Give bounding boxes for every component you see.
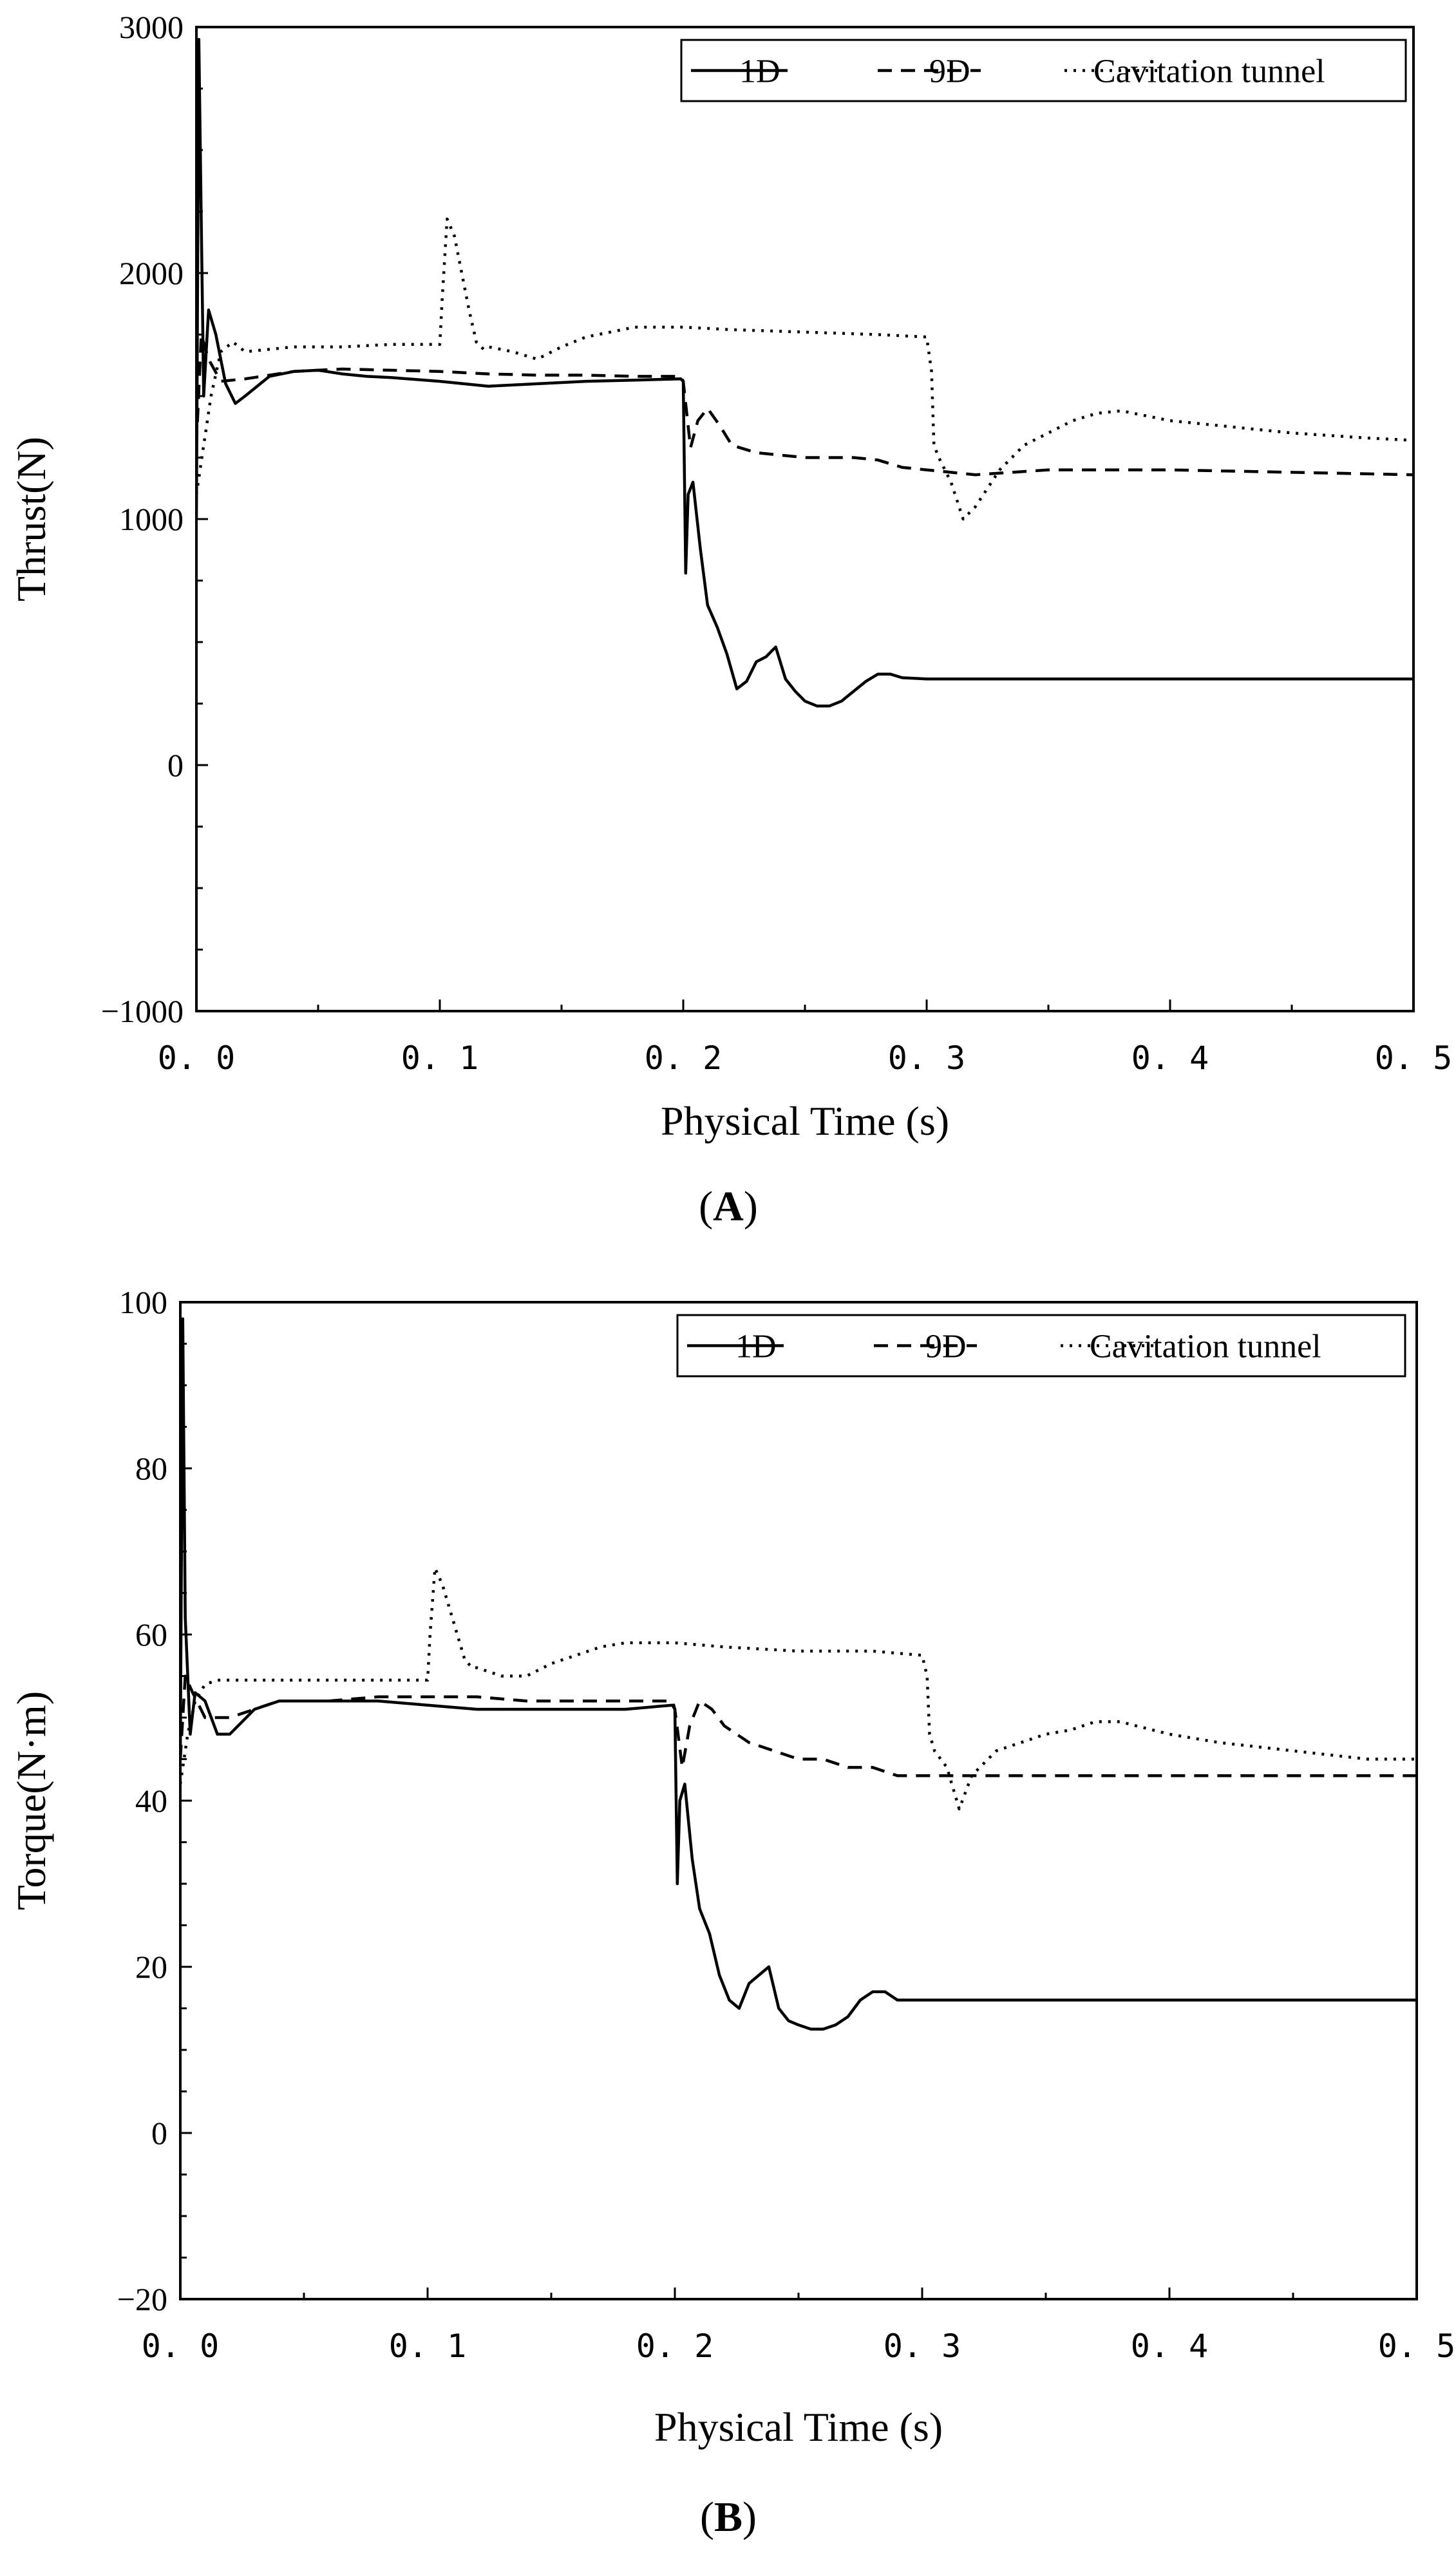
chart-a-legend-label-1d: 1D bbox=[739, 53, 780, 90]
chart-b-plot-frame bbox=[179, 1301, 1418, 2300]
chart-b-x-tick-label: 0. 5 bbox=[1378, 2327, 1455, 2365]
chart-b-legend-label-1d: 1D bbox=[735, 1329, 777, 1365]
chart-a-y-tick-label: 1000 bbox=[119, 501, 184, 537]
chart-a-x-tick-label: 0. 3 bbox=[888, 1039, 965, 1077]
chart-b-legend-box bbox=[676, 1314, 1406, 1378]
chart-b-y-tick-label: −20 bbox=[117, 2281, 167, 2317]
chart-a-y-tick-label: 0 bbox=[167, 747, 184, 783]
chart-a-x-tick-label: 0. 1 bbox=[401, 1039, 478, 1077]
chart-a-x-axis-label: Physical Time (s) bbox=[661, 1098, 949, 1144]
chart-a-panel-label: (A) bbox=[699, 1183, 758, 1230]
chart-b-y-tick-label: 80 bbox=[135, 1450, 167, 1486]
chart-a-x-tick-label: 0. 5 bbox=[1375, 1039, 1452, 1077]
chart-b-legend-label-cavitation-tunnel: Cavitation tunnel bbox=[1090, 1329, 1321, 1365]
chart-b-torque-panel: −20 0 20 40 60 80 100 0. 0 0. 1 0. 2 0. 3 0. 4 0. 5 P… bbox=[8, 1284, 1455, 2541]
chart-a-x-tick-label: 0. 4 bbox=[1131, 1039, 1209, 1077]
chart-b-x-tick-label: 0. 0 bbox=[142, 2327, 219, 2365]
chart-b-series-1d-line bbox=[180, 1317, 1417, 2031]
chart-a-x-tick-label: 0. 2 bbox=[645, 1039, 722, 1077]
chart-b-x-axis-label: Physical Time (s) bbox=[654, 2404, 943, 2450]
chart-a-series-9d-line bbox=[196, 333, 1413, 477]
chart-b-y-axis-label: Torque(N·m) bbox=[8, 1691, 54, 1910]
chart-a-thrust-panel: −1000 0 1000 2000 3000 0. 0 0. 1 0. 2 0. 3 0. 4 0.… bbox=[8, 9, 1452, 1230]
chart-b-panel-label: (B) bbox=[700, 2494, 757, 2541]
chart-b-legend-label-9d: 9D bbox=[925, 1329, 967, 1365]
chart-b-y-tick-label: 40 bbox=[135, 1783, 167, 1819]
chart-a-x-tick-label: 0. 0 bbox=[158, 1039, 235, 1077]
chart-a-plot-frame bbox=[195, 26, 1415, 1012]
chart-b-x-tick-label: 0. 3 bbox=[884, 2327, 961, 2365]
chart-a-y-tick-label: −1000 bbox=[101, 993, 184, 1029]
chart-b-y-tick-label: 20 bbox=[135, 1949, 167, 1985]
chart-b-series-9d-line bbox=[180, 1674, 1417, 1777]
chart-a-legend-label-cavitation-tunnel: Cavitation tunnel bbox=[1093, 53, 1325, 90]
chart-a-y-axis-label: Thrust(N) bbox=[8, 437, 54, 602]
chart-a-legend-box bbox=[680, 39, 1407, 102]
chart-b-y-tick-label: 0 bbox=[151, 2115, 167, 2151]
chart-b-legend: 1D 9D Cavitation tunnel bbox=[676, 1314, 1406, 1378]
chart-b-y-tick-label: 60 bbox=[135, 1616, 167, 1653]
chart-a-series-1d-line bbox=[196, 37, 1413, 708]
chart-a-legend: 1D 9D Cavitation tunnel bbox=[680, 39, 1407, 102]
chart-a-y-tick-label: 2000 bbox=[119, 255, 184, 291]
chart-b-series-cavitation-tunnel-line bbox=[180, 1566, 1417, 1811]
chart-b-x-tick-label: 0. 1 bbox=[389, 2327, 466, 2365]
chart-a-series-cavitation-tunnel-line bbox=[196, 217, 1413, 521]
chart-b-x-tick-label: 0. 4 bbox=[1131, 2327, 1208, 2365]
chart-a-legend-label-9d: 9D bbox=[929, 53, 970, 90]
chart-a-y-tick-label: 3000 bbox=[119, 9, 184, 45]
chart-b-x-tick-label: 0. 2 bbox=[636, 2327, 714, 2365]
chart-b-y-tick-label: 100 bbox=[119, 1284, 167, 1320]
